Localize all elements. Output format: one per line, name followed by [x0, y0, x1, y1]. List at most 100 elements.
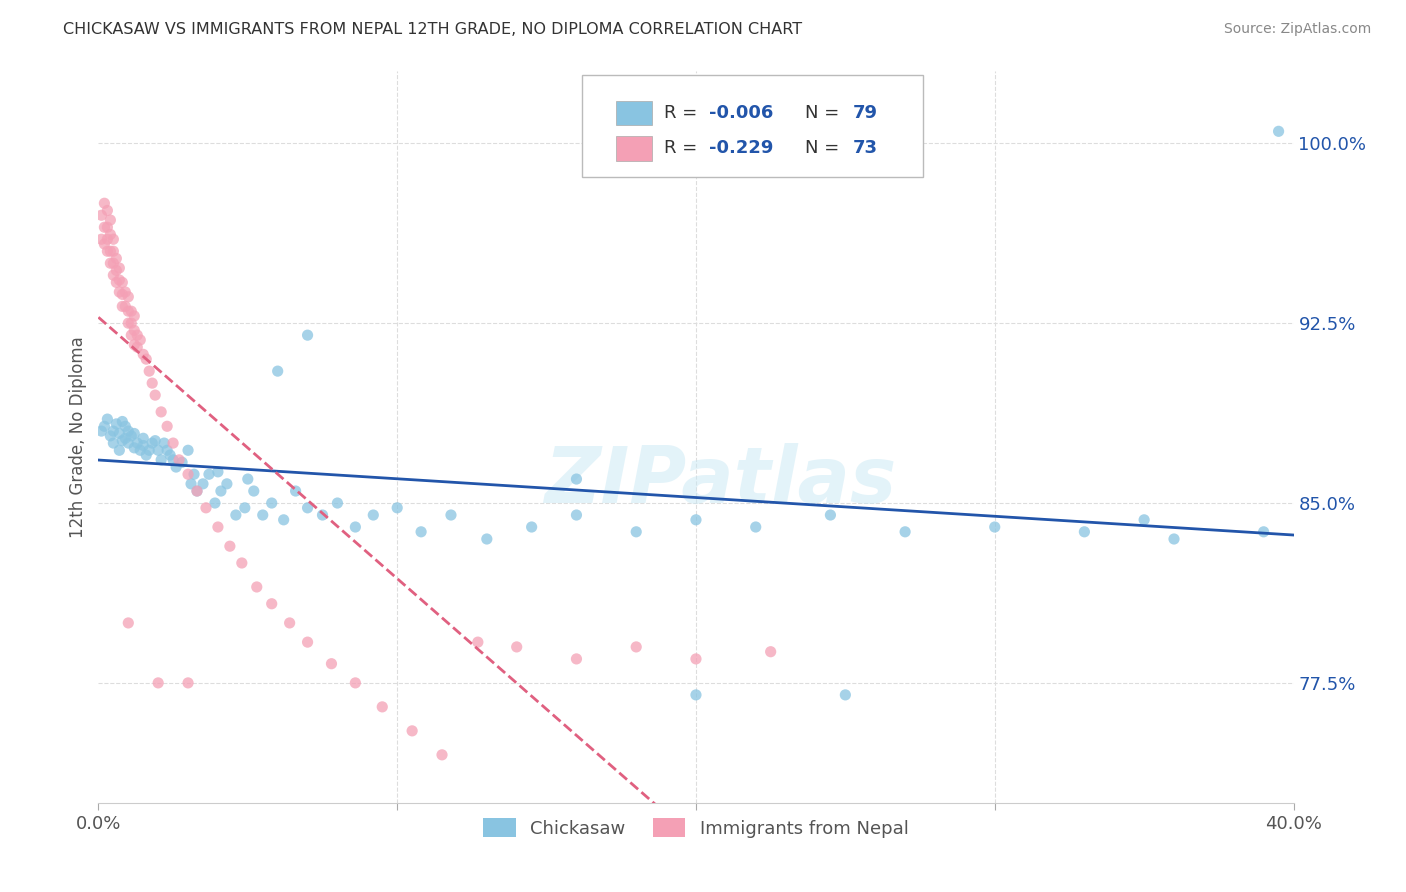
Point [1267, 124, 1289, 138]
Point [141, 376, 163, 391]
Point [105, 252, 128, 266]
Point [98, 256, 122, 270]
Point [167, 453, 190, 467]
Point [132, 347, 155, 361]
Point [759, 645, 782, 659]
Point [138, 364, 160, 378]
Text: N =: N = [804, 139, 845, 157]
Point [207, 465, 229, 479]
Point [127, 436, 149, 450]
Point [186, 483, 208, 498]
Point [103, 232, 125, 246]
Point [96, 203, 118, 218]
Point [120, 316, 142, 330]
Point [894, 524, 917, 539]
Point [411, 524, 433, 539]
Point [297, 635, 319, 649]
Point [215, 476, 238, 491]
Point [105, 417, 128, 431]
Point [135, 448, 157, 462]
Point [124, 309, 146, 323]
Text: N =: N = [804, 104, 845, 122]
Point [108, 273, 131, 287]
Point [90, 232, 112, 246]
Point [198, 467, 221, 482]
Point [103, 244, 125, 259]
Text: R =: R = [664, 139, 703, 157]
Point [159, 448, 181, 462]
Point [127, 328, 149, 343]
Point [98, 213, 122, 227]
Text: 73: 73 [852, 139, 877, 157]
Point [162, 453, 184, 467]
Point [284, 483, 307, 498]
Point [148, 443, 170, 458]
Point [186, 483, 208, 498]
Point [96, 232, 118, 246]
Point [114, 431, 136, 445]
Point [252, 508, 274, 522]
Point [467, 635, 489, 649]
Point [108, 443, 131, 458]
Point [506, 640, 529, 654]
Point [177, 443, 200, 458]
Point [98, 429, 122, 443]
Point [124, 441, 146, 455]
Point [273, 513, 295, 527]
Text: -0.006: -0.006 [709, 104, 773, 122]
Point [219, 539, 242, 553]
Point [565, 472, 588, 486]
Point [93, 196, 115, 211]
Point [344, 676, 367, 690]
Point [440, 508, 463, 522]
Point [103, 436, 125, 450]
Point [127, 340, 149, 354]
Point [156, 419, 179, 434]
Point [90, 208, 112, 222]
Point [111, 434, 134, 448]
Point [834, 688, 856, 702]
Point [984, 520, 1007, 534]
Point [311, 508, 333, 522]
Point [105, 276, 128, 290]
Point [96, 412, 118, 426]
Point [105, 263, 128, 277]
Point [326, 496, 349, 510]
Point [626, 640, 648, 654]
Point [297, 328, 319, 343]
Point [108, 260, 131, 275]
Point [103, 424, 125, 438]
Point [93, 419, 115, 434]
Point [183, 467, 205, 482]
Point [117, 424, 139, 438]
Point [156, 443, 179, 458]
Point [93, 220, 115, 235]
Text: R =: R = [664, 104, 703, 122]
Point [278, 615, 301, 630]
Point [371, 699, 394, 714]
Point [111, 415, 134, 429]
Point [98, 244, 122, 259]
Point [153, 436, 176, 450]
Point [626, 524, 648, 539]
Point [231, 556, 253, 570]
Point [565, 652, 588, 666]
Point [820, 508, 842, 522]
Point [148, 676, 170, 690]
Point [150, 405, 173, 419]
Point [132, 438, 155, 452]
Point [120, 304, 142, 318]
Text: ZIPatlas: ZIPatlas [544, 443, 896, 519]
Point [162, 436, 184, 450]
Text: -0.229: -0.229 [709, 139, 773, 157]
Point [114, 299, 136, 313]
Legend: Chickasaw, Immigrants from Nepal: Chickasaw, Immigrants from Nepal [477, 811, 915, 845]
Point [117, 436, 139, 450]
Point [363, 508, 385, 522]
Point [685, 513, 707, 527]
Point [108, 426, 131, 441]
Point [172, 455, 194, 469]
Point [143, 388, 166, 402]
Point [233, 500, 256, 515]
Point [117, 316, 139, 330]
